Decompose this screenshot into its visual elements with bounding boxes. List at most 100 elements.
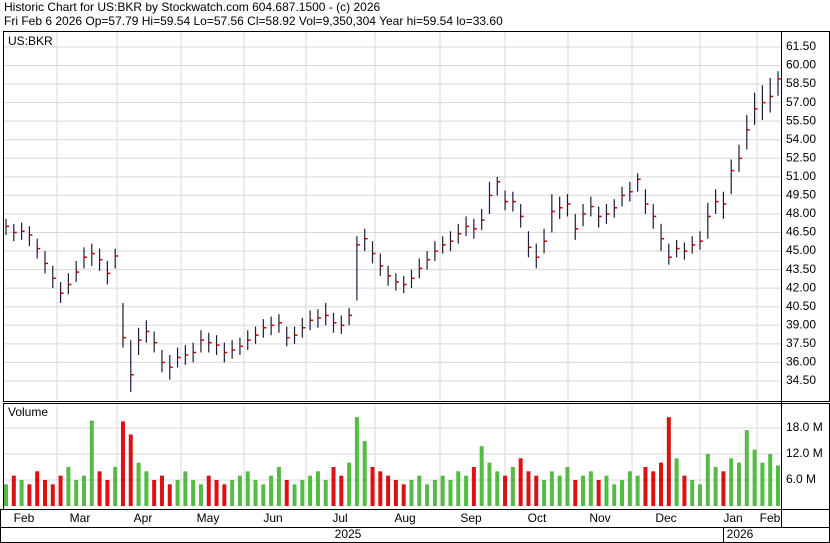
volume-bar [50, 484, 55, 506]
volume-bar [682, 475, 687, 506]
x-tick-label: Feb [760, 511, 781, 525]
volume-bar [292, 484, 297, 506]
x-tick-label: Oct [528, 511, 547, 525]
volume-bar [269, 475, 274, 506]
y2-tick-label: 6.0 M [786, 472, 816, 486]
y-tick-label: 46.50 [786, 225, 816, 239]
volume-bar [253, 479, 258, 506]
volume-bar [175, 479, 180, 506]
x-tick-label: Aug [394, 511, 415, 525]
volume-bar [526, 471, 531, 506]
volume-bar [518, 458, 523, 506]
volume-bar [347, 462, 352, 506]
volume-bar [432, 479, 437, 506]
volume-bar [698, 484, 703, 506]
volume-bar [378, 471, 383, 506]
volume-bar [362, 440, 367, 506]
volume-bar [534, 475, 539, 506]
volume-label: Volume [8, 405, 48, 419]
x-tick-label: Mar [70, 511, 91, 525]
volume-bar [752, 449, 757, 506]
y2-tick-label: 18.0 M [786, 420, 823, 434]
volume-bar [58, 475, 63, 506]
volume-bar [167, 484, 172, 506]
volume-bar [721, 471, 726, 506]
volume-bar [230, 479, 235, 506]
volume-bar [4, 484, 8, 506]
chart-title: Historic Chart for US:BKR by Stockwatch.… [4, 0, 380, 14]
volume-bar [198, 484, 203, 506]
volume-bar [604, 475, 609, 506]
volume-bar [417, 475, 422, 506]
volume-bar [643, 466, 648, 506]
chart-subtitle: Fri Feb 6 2026 Op=57.79 Hi=59.54 Lo=57.5… [4, 14, 503, 28]
x-tick-label: Apr [134, 511, 153, 525]
volume-bar [581, 475, 586, 506]
volume-bar [612, 484, 617, 506]
volume-bar [354, 417, 359, 506]
volume-bar [331, 466, 336, 506]
volume-bar [659, 462, 664, 506]
volume-bar [66, 466, 71, 506]
symbol-label: US:BKR [8, 34, 53, 48]
y-tick-label: 43.50 [786, 262, 816, 276]
volume-bar [464, 475, 469, 506]
volume-bar [627, 471, 632, 506]
volume-bar [120, 421, 125, 506]
volume-bar [713, 466, 718, 506]
volume-bar [666, 417, 671, 506]
y-tick-label: 51.00 [786, 169, 816, 183]
y-tick-label: 52.50 [786, 150, 816, 164]
volume-bar [776, 465, 780, 506]
volume-bar [214, 479, 219, 506]
x-tick-label: Jan [723, 511, 742, 525]
volume-bar [261, 484, 266, 506]
volume-bar [705, 453, 710, 506]
y-tick-label: 55.50 [786, 113, 816, 127]
volume-bar [206, 475, 211, 506]
volume-bar [152, 479, 157, 506]
volume-bar [19, 479, 24, 506]
volume-bar [81, 475, 86, 506]
volume-bar [237, 475, 242, 506]
volume-bar [573, 479, 578, 506]
x-tick-label: Jul [332, 511, 347, 525]
volume-bar [768, 453, 773, 506]
volume-bar [487, 462, 492, 506]
volume-bar [191, 479, 196, 506]
volume-bar [74, 479, 79, 506]
volume-bar [159, 475, 164, 506]
volume-bar [729, 458, 734, 506]
volume-bar [393, 479, 398, 506]
volume-bar [11, 475, 16, 506]
x-tick-label: Dec [655, 511, 676, 525]
volume-bar [448, 479, 453, 506]
volume-bar [315, 471, 320, 506]
volume-bar [744, 430, 749, 506]
volume-bar [674, 458, 679, 506]
volume-bar [510, 466, 515, 506]
volume-bar [737, 462, 742, 506]
volume-bar [339, 475, 344, 506]
volume-bar [557, 475, 562, 506]
volume-bar [136, 462, 141, 506]
x-tick-label: Nov [589, 511, 610, 525]
year-label: 2026 [727, 527, 754, 541]
volume-bar [323, 479, 328, 506]
volume-bar [635, 475, 640, 506]
volume-bar [503, 475, 508, 506]
volume-bar [128, 434, 133, 506]
volume-bar [549, 471, 554, 506]
volume-bar [308, 475, 313, 506]
volume-bar [300, 479, 305, 506]
volume-bar [565, 466, 570, 506]
volume-bar [620, 479, 625, 506]
volume-bar [409, 479, 414, 506]
y-tick-label: 42.00 [786, 280, 816, 294]
volume-bar [97, 471, 102, 506]
volume-bar [113, 466, 118, 506]
y-tick-label: 45.00 [786, 243, 816, 257]
volume-bar [456, 471, 461, 506]
volume-bar [542, 479, 547, 506]
